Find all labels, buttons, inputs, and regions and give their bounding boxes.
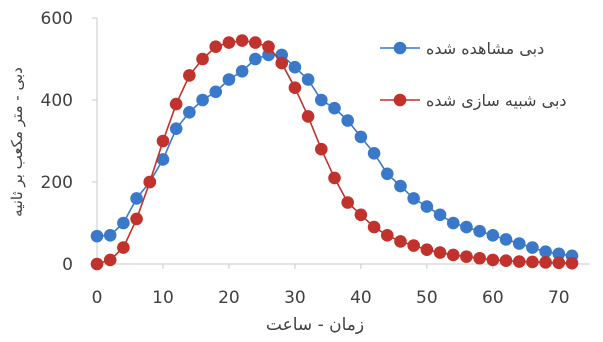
data-point: [315, 142, 328, 156]
data-point: [499, 254, 513, 268]
data-point: [301, 73, 315, 86]
data-point: [222, 73, 236, 86]
data-point: [354, 130, 368, 144]
data-point: [433, 246, 447, 259]
data-point: [341, 114, 354, 127]
data-point: [288, 81, 302, 94]
y-tick-label: 600: [41, 9, 73, 29]
data-point: [526, 241, 539, 254]
data-point: [552, 256, 566, 270]
data-point: [539, 256, 552, 269]
data-point: [235, 34, 249, 47]
series-2: [90, 34, 579, 271]
x-tick-label: 30: [284, 288, 306, 308]
y-tick-label: 400: [41, 91, 73, 111]
data-point: [407, 192, 420, 205]
x-tick-label: 0: [92, 288, 103, 308]
data-point: [446, 216, 460, 230]
x-tick-label: 50: [416, 288, 438, 308]
data-point: [117, 216, 130, 230]
legend-label: دبی شبیه سازی شده: [426, 91, 567, 111]
data-point: [486, 229, 500, 242]
data-point: [209, 85, 223, 99]
data-point: [103, 253, 117, 267]
data-point: [367, 147, 381, 160]
data-point: [460, 220, 473, 234]
data-point: [420, 200, 434, 213]
axes: 0 200 400 600 0 10 20 30 40 50 60 70: [41, 9, 590, 308]
legend: دبی مشاهده شده دبی شبیه سازی شده: [380, 39, 567, 111]
data-point: [473, 224, 486, 238]
data-point: [512, 255, 526, 268]
data-point: [90, 257, 104, 271]
data-point: [288, 60, 302, 74]
series-layer: [90, 34, 579, 271]
data-point: [262, 40, 275, 53]
data-point: [473, 251, 486, 265]
series-1: [90, 48, 579, 263]
data-point: [183, 69, 196, 82]
data-point: [367, 220, 381, 234]
data-point: [328, 101, 341, 115]
data-point: [433, 208, 447, 222]
data-point: [222, 36, 236, 49]
data-point: [275, 56, 289, 70]
data-point: [301, 110, 315, 123]
data-point: [196, 93, 209, 107]
data-point: [196, 52, 209, 66]
data-point: [446, 248, 460, 262]
data-point: [394, 179, 407, 193]
data-point: [183, 106, 196, 119]
data-point: [117, 241, 130, 254]
x-tick-label: 70: [548, 288, 570, 308]
data-point: [169, 97, 183, 111]
data-point: [169, 122, 183, 135]
data-point: [143, 175, 157, 189]
data-point: [526, 255, 539, 269]
data-point: [328, 171, 341, 185]
data-point: [156, 134, 170, 148]
data-point: [420, 243, 434, 256]
x-tick-label: 20: [218, 288, 240, 308]
legend-marker: [393, 41, 407, 55]
data-point: [394, 235, 407, 248]
data-point: [156, 153, 170, 166]
data-point: [552, 247, 566, 261]
x-tick-label: 60: [482, 288, 504, 308]
data-point: [249, 52, 262, 66]
y-tick-label: 0: [62, 255, 73, 275]
data-point: [90, 229, 104, 243]
data-point: [103, 229, 117, 242]
data-point: [380, 229, 394, 242]
y-axis-title: دبی - متر مکعب بر ثانیه: [8, 67, 26, 217]
data-point: [407, 239, 420, 252]
data-point: [130, 192, 143, 205]
data-point: [209, 40, 223, 53]
data-point: [341, 196, 354, 209]
data-point: [249, 36, 262, 49]
legend-label: دبی مشاهده شده: [426, 39, 544, 58]
data-point: [565, 256, 579, 270]
data-point: [235, 65, 249, 78]
data-point: [512, 237, 526, 250]
data-point: [315, 93, 328, 107]
legend-marker: [393, 93, 407, 107]
series-line: [96, 39, 573, 265]
data-point: [130, 212, 143, 226]
x-tick-label: 40: [350, 288, 372, 308]
x-tick-label: 10: [152, 288, 174, 308]
data-point: [486, 253, 500, 267]
data-point: [539, 245, 552, 258]
x-axis-title: زمان - ساعت: [266, 315, 364, 335]
data-point: [354, 208, 368, 222]
y-tick-label: 200: [41, 173, 73, 193]
series-line: [96, 54, 573, 257]
data-point: [460, 250, 473, 263]
data-point: [499, 233, 513, 246]
data-point: [380, 167, 394, 181]
